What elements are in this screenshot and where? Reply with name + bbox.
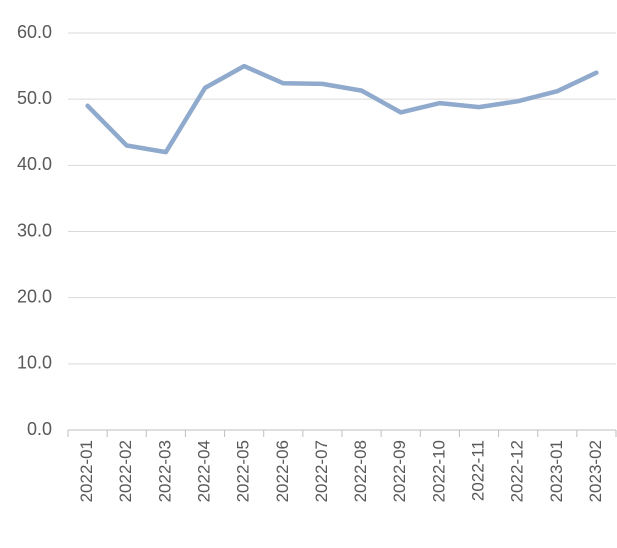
x-tick-label: 2022-04: [194, 440, 213, 502]
x-tick-label: 2022-09: [390, 440, 409, 502]
x-tick-label: 2022-05: [234, 440, 253, 502]
x-tick-label: 2022-01: [77, 440, 96, 502]
y-tick-label: 0.0: [27, 419, 52, 439]
y-tick-label: 40.0: [17, 154, 52, 174]
x-tick-label: 2022-06: [273, 440, 292, 502]
x-tick-label: 2022-03: [155, 440, 174, 502]
y-tick-label: 20.0: [17, 286, 52, 306]
y-tick-label: 50.0: [17, 88, 52, 108]
x-tick-label: 2022-11: [468, 440, 487, 501]
x-tick-label: 2023-02: [586, 440, 605, 502]
x-tick-label: 2022-10: [429, 440, 448, 502]
y-tick-label: 10.0: [17, 353, 52, 373]
x-tick-label: 2022-08: [351, 440, 370, 502]
x-tick-label: 2022-12: [508, 440, 527, 502]
x-tick-label: 2023-01: [547, 440, 566, 502]
data-line: [85, 63, 599, 155]
y-tick-label: 60.0: [17, 22, 52, 42]
x-tick-label: 2022-02: [116, 440, 135, 502]
y-tick-label: 30.0: [17, 220, 52, 240]
x-tick-label: 2022-07: [312, 440, 331, 502]
